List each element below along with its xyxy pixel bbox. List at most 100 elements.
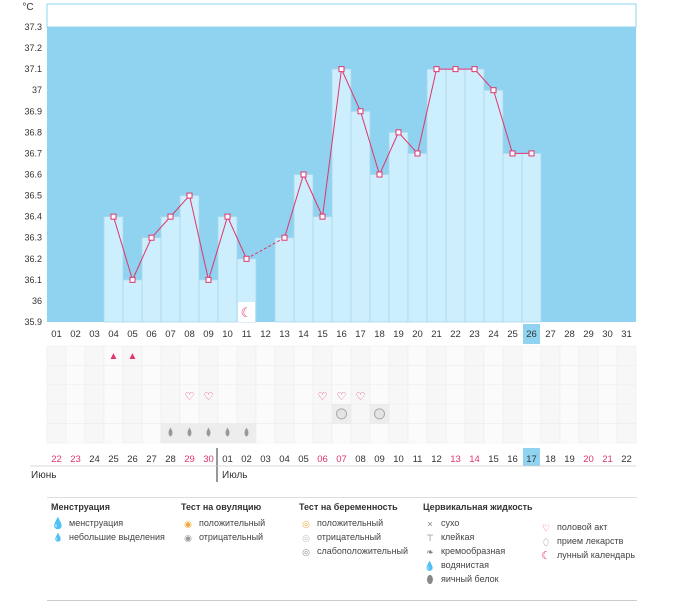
- calendar-date-label: 30: [203, 454, 214, 465]
- legend-item: × сухо: [423, 516, 533, 530]
- temperature-point: [338, 66, 345, 73]
- temperature-line-segment: [379, 132, 399, 175]
- temperature-line-segment: [227, 216, 247, 259]
- cycle-day-label: 19: [393, 329, 404, 340]
- legend-label: лунный календарь: [557, 550, 636, 560]
- temperature-line-segment: [189, 195, 209, 280]
- symptom-grid-cell: [388, 345, 409, 366]
- symptom-grid-cell: [483, 423, 504, 444]
- cycle-day-label: 23: [469, 329, 480, 340]
- temperature-line-segment: [284, 174, 304, 238]
- temperature-point: [224, 213, 231, 220]
- calendar-date-label: 16: [507, 454, 518, 465]
- temperature-line-segment: [113, 216, 133, 281]
- temperature-line-segment: [246, 237, 285, 260]
- symptom-grid-cell: [407, 384, 428, 405]
- symptom-grid-cell: [540, 423, 561, 444]
- symptom-grid-cell: [350, 403, 371, 424]
- legend-label: яичный белок: [441, 574, 499, 584]
- temperature-line-segment: [322, 69, 342, 217]
- calendar-date-label: 23: [70, 454, 81, 465]
- symptom-grid-cell: [274, 384, 295, 405]
- symptom-grid-cell: [103, 384, 124, 405]
- cycle-day-label: 22: [450, 329, 461, 340]
- calendar-date-label: 10: [393, 454, 404, 465]
- y-tick-label: 36.7: [24, 148, 42, 158]
- today-highlight: [523, 324, 540, 344]
- symptom-grid-cell: [407, 365, 428, 386]
- cycle-day-label: 17: [355, 329, 366, 340]
- symptom-grid-cell: [369, 345, 390, 366]
- legend-item: 💧 небольшие выделения: [51, 530, 165, 544]
- cycle-day-label: 14: [298, 329, 309, 340]
- heart-icon: ♡: [318, 391, 328, 403]
- y-tick-label: 36.3: [24, 233, 42, 243]
- symptom-grid-cell: [274, 365, 295, 386]
- calendar-date-row: 22 23 24 25 26 27 28 29 30 01 02 03 04 05 06 07 08 09 10 11…: [30, 448, 636, 482]
- cycle-day-label: 18: [374, 329, 385, 340]
- moon-icon: ☾: [241, 305, 253, 320]
- temperature-line-segment: [132, 237, 152, 281]
- symptom-grid-cell: [46, 345, 67, 366]
- temperature-point: [300, 171, 307, 178]
- symptom-grid-cell: [84, 384, 105, 405]
- cycle-day-label: 28: [564, 329, 575, 340]
- symptom-grid-cell: [312, 403, 333, 424]
- heart-icon: ♡: [204, 391, 214, 403]
- symptom-grid-cell: [293, 423, 314, 444]
- legend-item: ☾ лунный календарь: [539, 548, 635, 562]
- symptom-grid-cell: [388, 403, 409, 424]
- symptom-grid-cell: [502, 365, 523, 386]
- y-tick-label: 37: [32, 85, 42, 95]
- watery-icon: [168, 427, 173, 437]
- cycle-day-label: 20: [412, 329, 423, 340]
- cycle-day-label: 24: [488, 329, 499, 340]
- temperature-point: [490, 87, 497, 94]
- egg-white-icon: ⬮: [426, 573, 434, 586]
- temperature-line-segment: [474, 68, 494, 91]
- legend-item: ⊤ клейкая: [423, 530, 533, 544]
- symptom-grid-cell: [141, 403, 162, 424]
- positive-test-icon: ◎: [302, 518, 310, 529]
- symptom-grid-cell: [312, 365, 333, 386]
- legend-menstruation: Менструация 💧 менструация 💧 небольшие выде…: [51, 502, 165, 544]
- symptom-grid-cell: [521, 384, 542, 405]
- symptom-grid-cell: [160, 345, 181, 366]
- temperature-point: [376, 171, 383, 178]
- calendar-date-label: 18: [545, 454, 556, 465]
- y-tick-label: 37.3: [24, 22, 42, 32]
- symptom-grid-cell: [122, 423, 143, 444]
- legend-item: ◎ отрицательный: [299, 530, 408, 544]
- symptom-grid-cell: [217, 345, 238, 366]
- cycle-day-label: 09: [203, 329, 214, 340]
- legend-cervical-fluid: Цервикальная жидкость × сухо ⊤ клейкая ❧ кр…: [423, 502, 533, 586]
- symptom-grid-cell: [293, 365, 314, 386]
- calendar-date-label: 24: [89, 454, 100, 465]
- symptom-grid-cell: [597, 365, 618, 386]
- symptom-grid-cell: [369, 365, 390, 386]
- cycle-day-label: 08: [184, 329, 195, 340]
- moon-cell: [238, 302, 255, 322]
- symptom-grid-cell: [103, 423, 124, 444]
- symptom-grid-cell: [464, 423, 485, 444]
- temperature-point: [129, 276, 136, 283]
- symptom-grid-cell: [445, 365, 466, 386]
- symptom-grid-cell: [464, 384, 485, 405]
- temperature-point: [319, 213, 326, 220]
- cycle-day-label: 25: [507, 329, 518, 340]
- symptom-grid-cell: [445, 384, 466, 405]
- temperature-point: [509, 150, 516, 157]
- symptom-grid-cell: [141, 384, 162, 405]
- y-tick-label: 36.9: [24, 106, 42, 116]
- symptom-grid-cell: [312, 423, 333, 444]
- symptom-grid-cell: [445, 345, 466, 366]
- legend-item: ◉ положительный: [181, 516, 265, 530]
- calendar-date-label: 09: [374, 454, 385, 465]
- symptom-grid-cell: [388, 423, 409, 444]
- cycle-day-label: 01: [51, 329, 62, 340]
- temperature-bar: [141, 237, 162, 323]
- cycle-day-label: 12: [260, 329, 271, 340]
- calendar-date-label: 02: [241, 454, 252, 465]
- symptom-grid-cell: [46, 365, 67, 386]
